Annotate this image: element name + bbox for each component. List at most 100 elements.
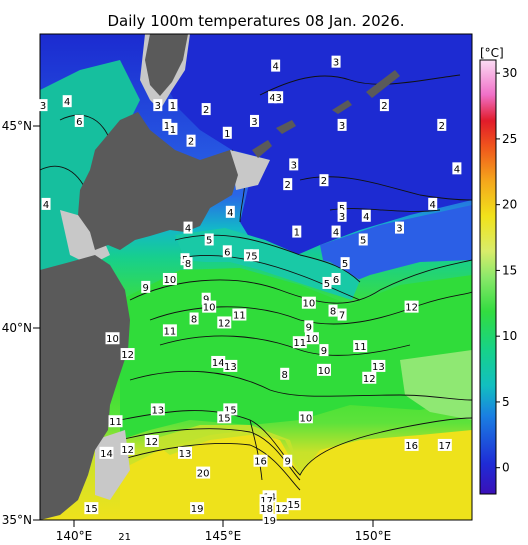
lat-tick-label-40: 40°N	[2, 321, 32, 335]
contour-label-text: 21	[118, 532, 131, 543]
contour-label: 4	[41, 197, 51, 211]
contour-label-text: 8	[282, 370, 288, 381]
contour-label: 11	[353, 340, 368, 353]
contour-label: 9	[304, 320, 314, 333]
colorbar-tick-label: 25	[502, 132, 517, 146]
hokkaido-land	[78, 112, 238, 250]
lon-tick-label-140: 140°E	[56, 529, 93, 543]
contour-label: 4	[271, 59, 281, 73]
contour-label-text: 4	[272, 62, 278, 73]
contour-line	[119, 443, 301, 491]
contour-label: 12	[120, 348, 135, 361]
contour-line	[129, 370, 472, 401]
contour-label: 13	[178, 446, 193, 460]
contour-label-text: 5	[324, 279, 330, 290]
contour-line	[249, 419, 263, 481]
contour-label-text: 10	[299, 413, 312, 424]
colorbar-gradient	[479, 59, 497, 495]
contour-label-text: 9	[285, 457, 291, 468]
contour-label-text: 12	[405, 303, 418, 314]
contour-label: 2	[201, 103, 211, 116]
contour-label-text: 4	[43, 200, 49, 211]
colorbar: [°C] 30 25 20 15 10 5 0	[479, 46, 517, 495]
contour-label: 3	[274, 91, 284, 104]
contour-label-text: 12	[121, 350, 134, 361]
contour-label-text: 3	[339, 121, 345, 132]
contour-label: 9	[141, 280, 151, 294]
contour-label-text: 4	[430, 200, 436, 211]
contour-label-text: 15	[85, 504, 98, 515]
contour-label-text: 11	[164, 326, 177, 337]
contour-label-text: 8	[185, 259, 191, 270]
contour-label-text: 15	[224, 405, 237, 416]
contour-label: 3	[289, 158, 299, 171]
contour-label: 2	[283, 178, 293, 191]
contour-line	[179, 255, 361, 301]
contour-label: 8	[280, 367, 290, 381]
contour-label-text: 7	[339, 311, 345, 322]
contour-label: 12	[144, 434, 159, 448]
map-frame	[39, 33, 473, 521]
sakhalin-land	[145, 34, 188, 96]
colorbar-tick-label: 20	[502, 198, 517, 212]
colorbar-unit: [°C]	[480, 46, 504, 60]
kuril-island	[252, 140, 272, 158]
lat-tick-label-45: 45°N	[2, 119, 32, 133]
contour-label-text: 16	[405, 441, 418, 452]
contour-label-text: 15	[218, 413, 231, 424]
kuril-island	[366, 70, 400, 98]
contour-label: 14	[211, 355, 226, 369]
contour-label: 4	[268, 91, 278, 104]
contour-label: 3	[337, 209, 347, 223]
contour-label: 11	[162, 324, 177, 337]
contour-label-text: 3	[251, 117, 257, 128]
contour-label: 6	[331, 272, 341, 286]
contour-label: 4	[331, 225, 341, 239]
contour-label-text: 5	[342, 259, 348, 270]
contour-line	[299, 176, 472, 201]
contour-label-text: 8	[191, 314, 197, 325]
kuril-island	[332, 100, 352, 114]
contour-line	[59, 114, 111, 141]
contour-label: 3	[153, 99, 163, 112]
colorbar-tick-label: 15	[502, 263, 517, 277]
contour-label: 8	[183, 257, 193, 270]
contour-label: 5	[358, 233, 368, 246]
contour-label: 3	[38, 99, 48, 112]
contour-label: 10	[298, 411, 313, 424]
contour-label-text: 4	[333, 228, 339, 239]
contour-label: 9	[201, 292, 211, 306]
lat-tick-label-35: 35°N	[2, 513, 32, 527]
contour-line	[159, 335, 411, 356]
contour-label: 19	[262, 514, 277, 527]
contour-label: 3	[331, 55, 341, 69]
contour-label-text: 3	[333, 58, 339, 69]
contour-label: 10	[105, 332, 120, 345]
contour-label: 15	[286, 498, 301, 511]
contour-label-text: 14	[100, 449, 113, 460]
contour-label: 5	[340, 257, 350, 270]
okhotsk-cold-region	[150, 34, 472, 258]
contour-label-text: 11	[109, 417, 122, 428]
contour-label: 10	[162, 272, 177, 286]
contour-label: 8	[328, 304, 338, 318]
contour-label-text: 6	[333, 275, 339, 286]
contour-label-text: 5	[360, 235, 366, 246]
contour-label: 4	[361, 209, 371, 223]
contour-label-text: 2	[203, 105, 209, 116]
contour-line	[129, 259, 472, 304]
contour-label: 4	[225, 205, 235, 219]
contour-label: 6	[74, 114, 84, 128]
contour-label-text: 5	[251, 251, 257, 262]
axis-ticks	[33, 125, 374, 527]
contour-label: 4	[428, 197, 438, 211]
contour-label-text: 3	[155, 101, 161, 112]
contour-label-text: 3	[396, 224, 402, 235]
contour-label: 3	[337, 118, 347, 132]
contour-label-text: 4	[185, 224, 191, 235]
contour-label-text: 6	[76, 117, 82, 128]
light-green-patch	[400, 350, 472, 420]
contour-label-text: 6	[224, 247, 230, 258]
contour-label: 3	[249, 114, 259, 128]
contour-label: 5	[337, 201, 347, 215]
